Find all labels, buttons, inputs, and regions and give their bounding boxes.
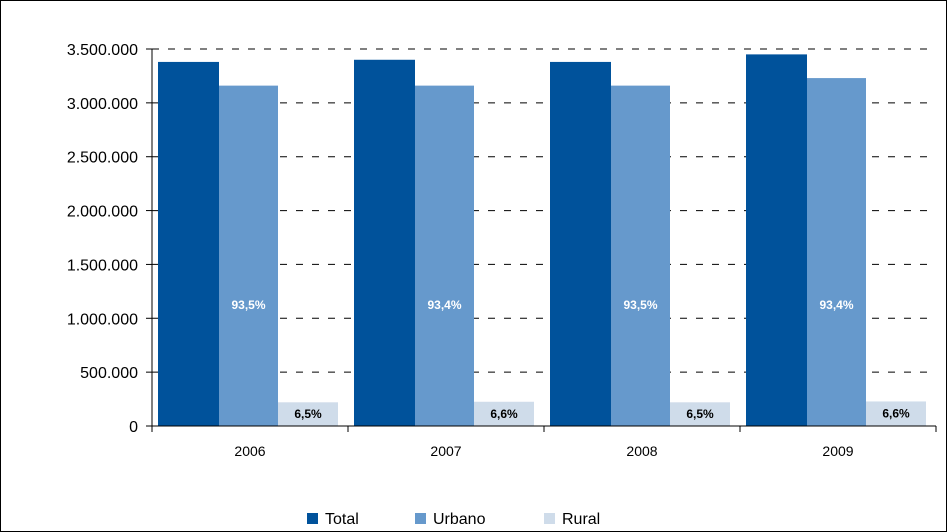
y-tick-label: 1.000.000: [67, 311, 138, 328]
bar-urbano-2006: [219, 85, 278, 426]
bar-rural-2009: [866, 401, 926, 426]
bar-total-2007: [354, 59, 415, 427]
bar-rural-2008: [670, 402, 730, 426]
bars: [158, 54, 926, 427]
bar-rural-2007: [474, 401, 534, 426]
legend-swatch-rural: [544, 513, 555, 524]
x-tick-label: 2009: [822, 443, 853, 459]
bar-rural-2006: [278, 402, 338, 426]
y-tick-label: 500.000: [80, 365, 138, 382]
y-tick-label: 2.000.000: [67, 204, 138, 221]
y-tick-label: 0: [129, 419, 138, 436]
bar-urbano-2009: [807, 78, 866, 426]
data-label: 93,5%: [623, 298, 657, 312]
axes: [146, 48, 937, 432]
y-tick-label: 2.500.000: [67, 150, 138, 167]
x-tick-label: 2008: [626, 443, 657, 459]
legend: Total Urbano Rural: [307, 511, 600, 528]
data-label: 93,4%: [819, 298, 853, 312]
data-label: 6,6%: [490, 407, 518, 421]
y-tick-label: 3.500.000: [67, 42, 138, 59]
x-tick-label: 2006: [234, 443, 265, 459]
legend-swatch-urbano: [415, 513, 426, 524]
legend-label-urbano: Urbano: [433, 511, 486, 528]
y-tick-label: 3.000.000: [67, 96, 138, 113]
data-label: 93,4%: [427, 298, 461, 312]
bar-urbano-2008: [611, 85, 670, 426]
bar-total-2006: [158, 61, 219, 426]
legend-swatch-total: [307, 513, 318, 524]
legend-label-rural: Rural: [562, 511, 600, 528]
legend-label-total: Total: [325, 511, 359, 528]
bar-total-2009: [746, 54, 807, 427]
bar-urbano-2007: [415, 85, 474, 426]
data-label: 6,6%: [882, 407, 910, 421]
bar-total-2008: [550, 61, 611, 426]
y-tick-label: 1.500.000: [67, 257, 138, 274]
x-tick-label: 2007: [430, 443, 461, 459]
data-label: 93,5%: [231, 298, 265, 312]
data-label: 6,5%: [686, 407, 714, 421]
data-label: 6,5%: [294, 407, 322, 421]
labels: 0 500.000 1.000.000 1.500.000 2.000.000 2.500…: [67, 42, 910, 459]
grid-lines: [152, 48, 936, 373]
